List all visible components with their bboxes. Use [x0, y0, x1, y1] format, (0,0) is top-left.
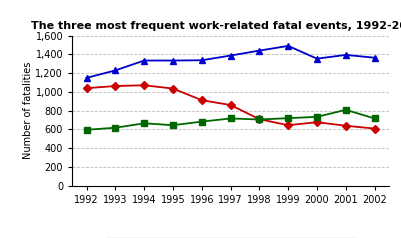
- Homicides: [286, 124, 291, 127]
- Falls: [142, 122, 147, 125]
- Line: Homicides: Homicides: [84, 83, 377, 131]
- Highway incidents: [199, 59, 204, 62]
- Highway incidents: [257, 49, 262, 52]
- Highway incidents: [286, 45, 291, 47]
- Falls: [170, 124, 175, 127]
- Highway incidents: [84, 76, 89, 79]
- Highway incidents: [343, 54, 348, 56]
- Highway incidents: [372, 56, 377, 59]
- Highway incidents: [170, 59, 175, 62]
- Falls: [372, 117, 377, 120]
- Homicides: [314, 121, 319, 124]
- Homicides: [199, 99, 204, 102]
- Highway incidents: [228, 54, 233, 57]
- Falls: [113, 126, 118, 129]
- Falls: [199, 120, 204, 123]
- Falls: [314, 115, 319, 118]
- Line: Falls: Falls: [84, 107, 377, 133]
- Falls: [257, 118, 262, 121]
- Falls: [84, 128, 89, 131]
- Falls: [286, 117, 291, 120]
- Homicides: [170, 87, 175, 90]
- Line: Highway incidents: Highway incidents: [83, 42, 378, 81]
- Homicides: [84, 87, 89, 90]
- Falls: [228, 117, 233, 120]
- Homicides: [113, 84, 118, 87]
- Homicides: [257, 118, 262, 121]
- Y-axis label: Number of fatalities: Number of fatalities: [22, 62, 32, 159]
- Highway incidents: [142, 59, 147, 62]
- Highway incidents: [314, 57, 319, 60]
- Highway incidents: [113, 69, 118, 72]
- Homicides: [372, 127, 377, 130]
- Falls: [343, 108, 348, 111]
- Homicides: [142, 84, 147, 87]
- Text: The three most frequent work-related fatal events, 1992-2002: The three most frequent work-related fat…: [31, 21, 401, 31]
- Homicides: [228, 104, 233, 106]
- Homicides: [343, 124, 348, 127]
